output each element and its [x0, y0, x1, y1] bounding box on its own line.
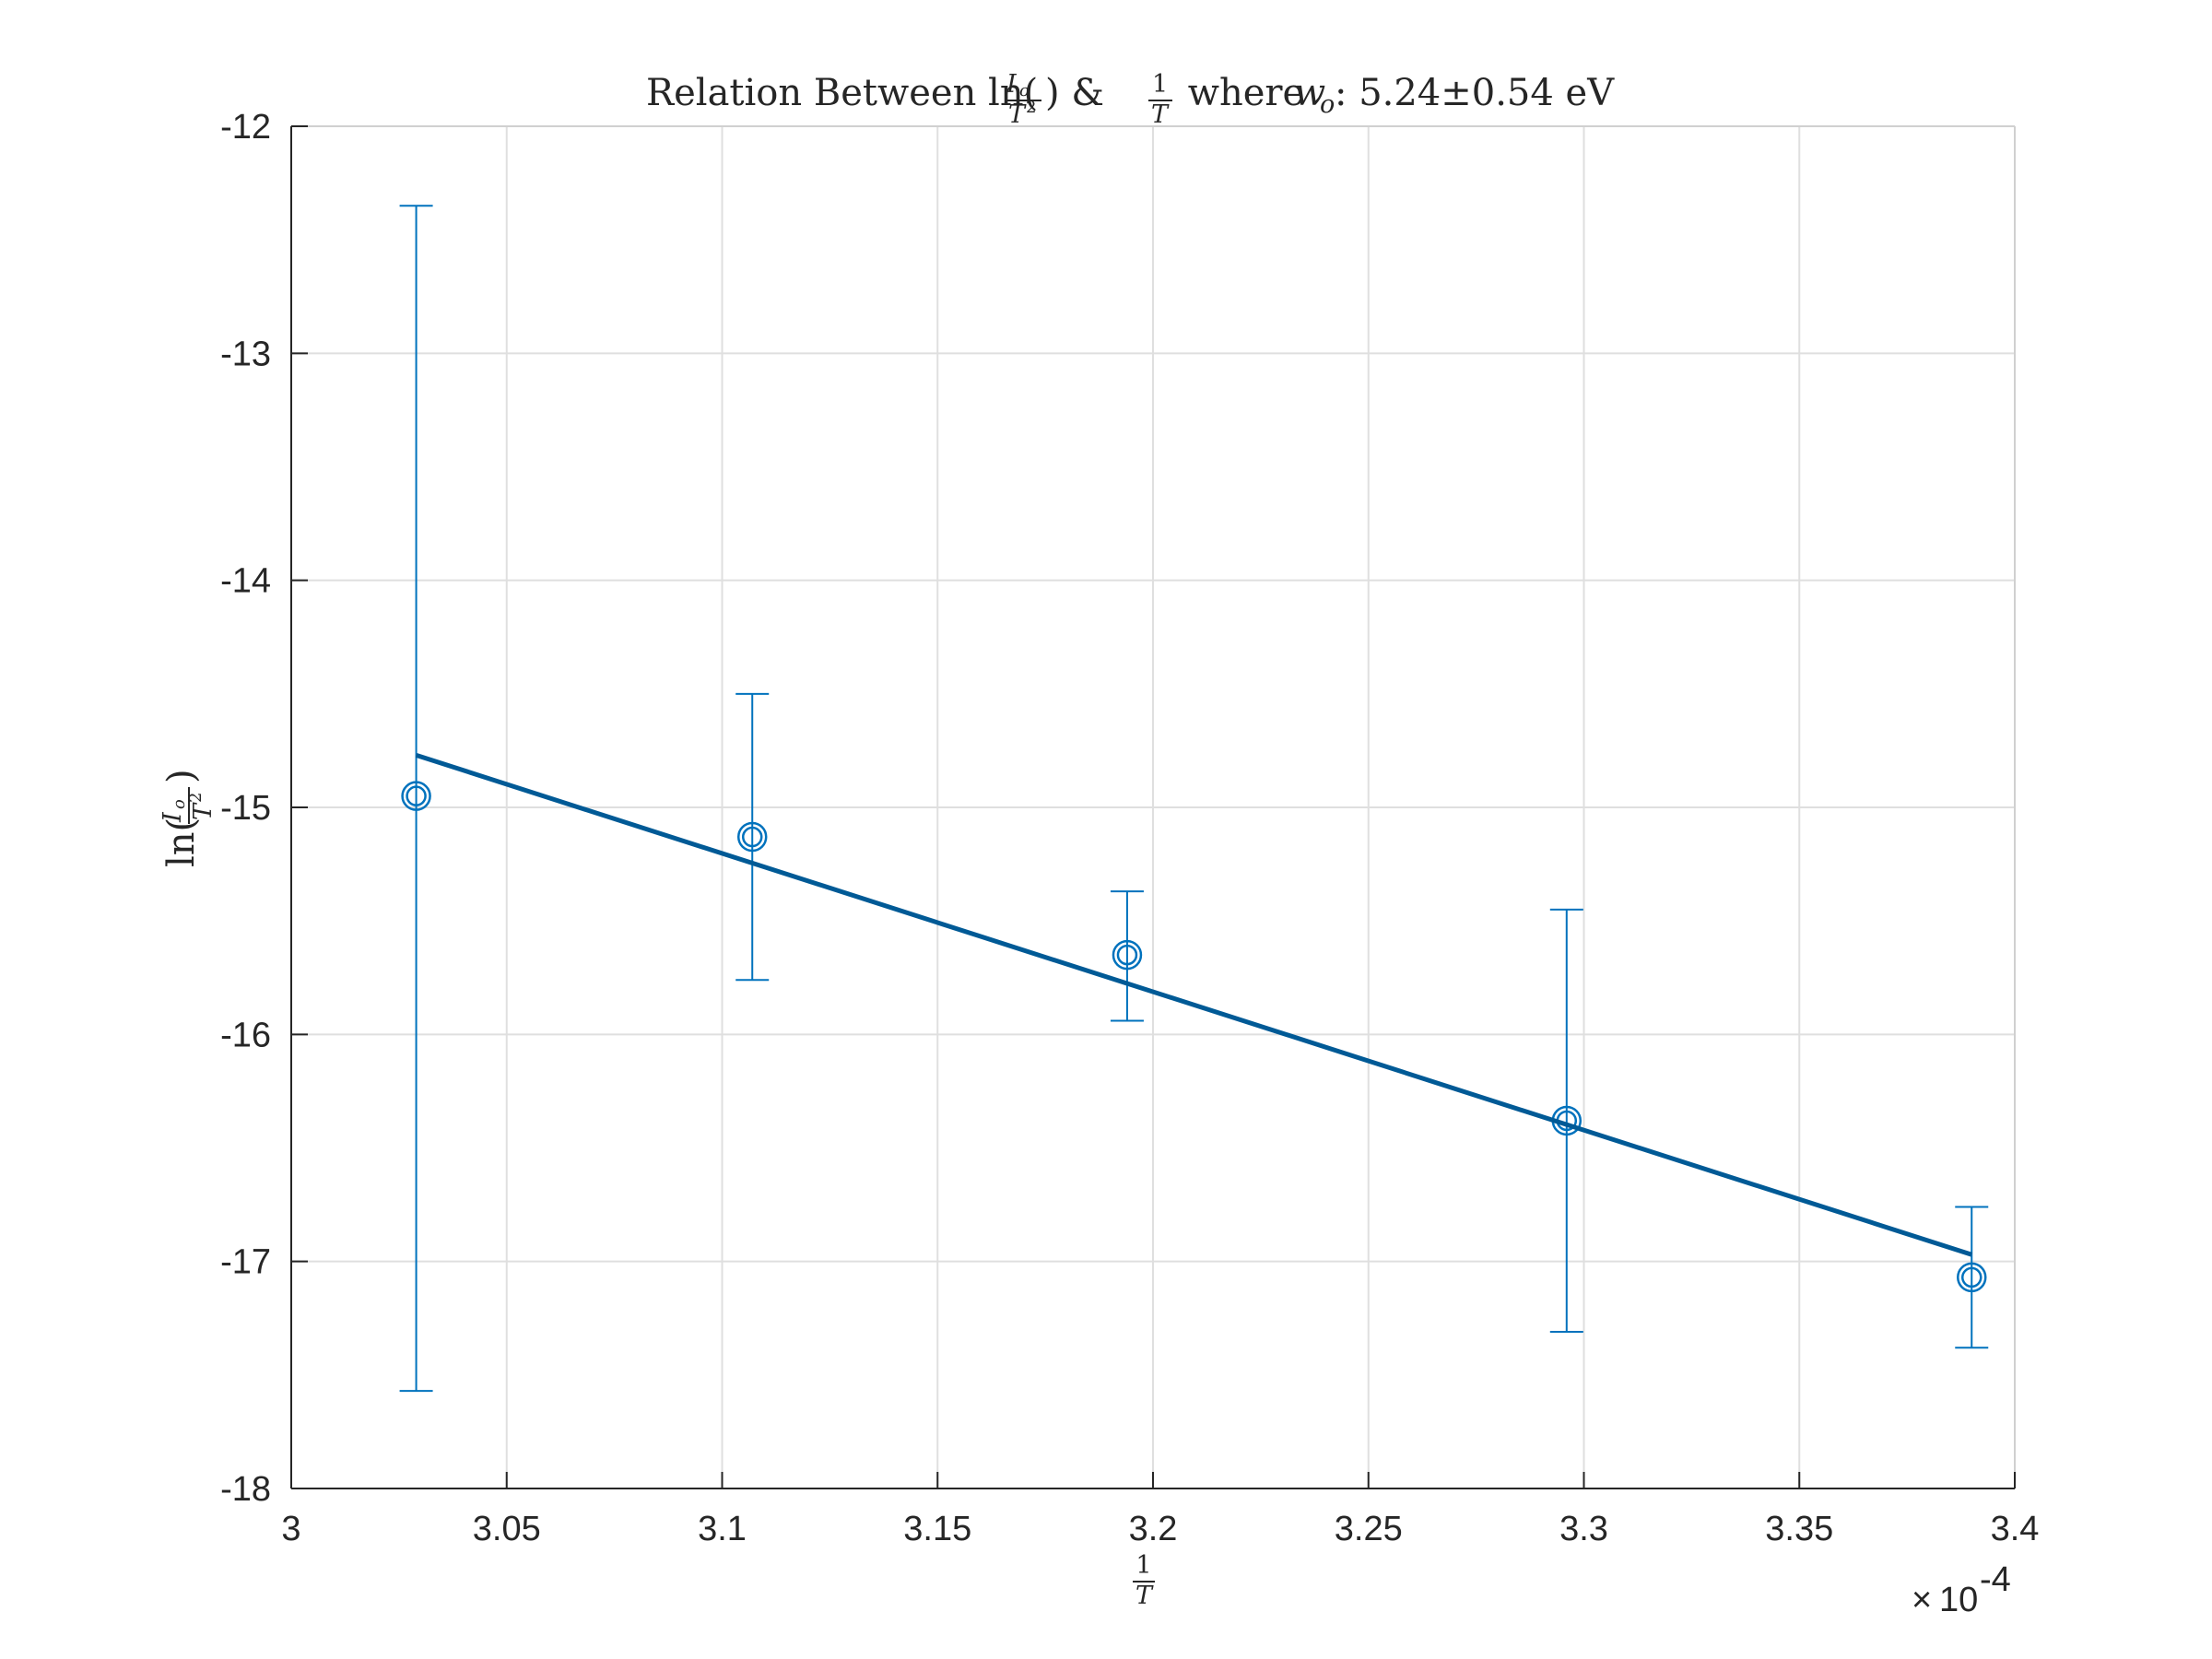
y-tick-label: -18 [220, 1470, 271, 1509]
data-point [1549, 908, 1583, 1334]
data-point [399, 205, 433, 1393]
x-multiplier-times: × [1912, 1581, 1932, 1619]
x-label-denominator: T [1135, 1582, 1154, 1610]
marker-outer-circle [1957, 1262, 1987, 1293]
x-tick-label: 3.05 [473, 1510, 541, 1548]
tick-layer: 3 3.05 3.1 3.15 3.2 3.25 3.3 3.35 3.4 -18 -17 -16 -1… [220, 108, 2039, 1548]
title-value: : 5.24±0.54 eV [1335, 72, 1615, 114]
marker-outer-circle [1112, 939, 1143, 971]
fit-line [415, 752, 1973, 1257]
title-y-denominator-superscript: 2 [1026, 98, 1036, 117]
title-prefix: Relation Between ln( [646, 72, 1038, 114]
y-label-numerator-subscript: o [170, 799, 189, 809]
chart-title: Relation Between ln( I o T 2 ) & 1 T whe… [646, 70, 1615, 129]
title-x-numerator: 1 [1152, 70, 1168, 99]
x-tick-label: 3.2 [1129, 1510, 1178, 1548]
x-tick-label: 3.35 [1765, 1510, 1833, 1548]
title-w: w [1294, 72, 1325, 114]
y-tick-label: -13 [220, 335, 271, 373]
title-y-numerator: I [1006, 70, 1018, 99]
marker-outer-circle [736, 821, 768, 853]
data-point [1955, 1206, 1989, 1349]
x-label-numerator: 1 [1135, 1551, 1151, 1580]
x-tick-label: 3.3 [1559, 1510, 1608, 1548]
y-tick-label: -15 [220, 789, 271, 828]
title-x-denominator: T [1151, 100, 1170, 129]
x-axis-multiplier: × 10 -4 [1912, 1560, 2011, 1619]
x-multiplier-base: 10 [1939, 1581, 1978, 1619]
x-tick-label: 3.15 [903, 1510, 971, 1548]
marker-outer-circle [401, 781, 431, 811]
y-tick-label: -14 [220, 562, 271, 601]
y-label-denominator-superscript: 2 [186, 793, 206, 803]
data-point [1110, 890, 1144, 1022]
x-tick-label: 3.25 [1335, 1510, 1403, 1548]
x-axis-label: 1 T [1133, 1551, 1155, 1610]
y-axis-label: ln( I o T 2 ) [159, 769, 218, 867]
y-label-numerator: I [159, 811, 187, 823]
y-label-denominator: T [189, 802, 218, 820]
y-tick-label: -17 [220, 1243, 271, 1282]
y-tick-label: -16 [220, 1016, 271, 1054]
title-where: where [1176, 72, 1316, 114]
fit-line-series [415, 752, 1973, 1257]
marker-inner-circle [1961, 1266, 1983, 1288]
title-mid: ) & [1045, 72, 1116, 114]
title-y-numerator-subscript: o [1019, 81, 1030, 100]
x-multiplier-exponent: -4 [1980, 1560, 2011, 1599]
marker-inner-circle [406, 785, 427, 806]
title-w-subscript: o [1320, 90, 1335, 119]
title-y-denominator: T [1008, 100, 1027, 129]
errorbar-series [399, 205, 1989, 1393]
marker-inner-circle [741, 826, 763, 848]
marker-inner-circle [1116, 944, 1138, 966]
x-tick-label: 3 [281, 1510, 300, 1548]
data-point [735, 692, 770, 982]
plot-area: 3 3.05 3.1 3.15 3.2 3.25 3.3 3.35 3.4 -18 -17 -16 -1… [220, 108, 2039, 1548]
y-label-suffix: ) [160, 769, 203, 783]
y-tick-label: -12 [220, 108, 271, 147]
x-tick-label: 3.4 [1991, 1510, 2040, 1548]
x-tick-label: 3.1 [698, 1510, 747, 1548]
y-label-prefix: ln( [160, 818, 203, 867]
